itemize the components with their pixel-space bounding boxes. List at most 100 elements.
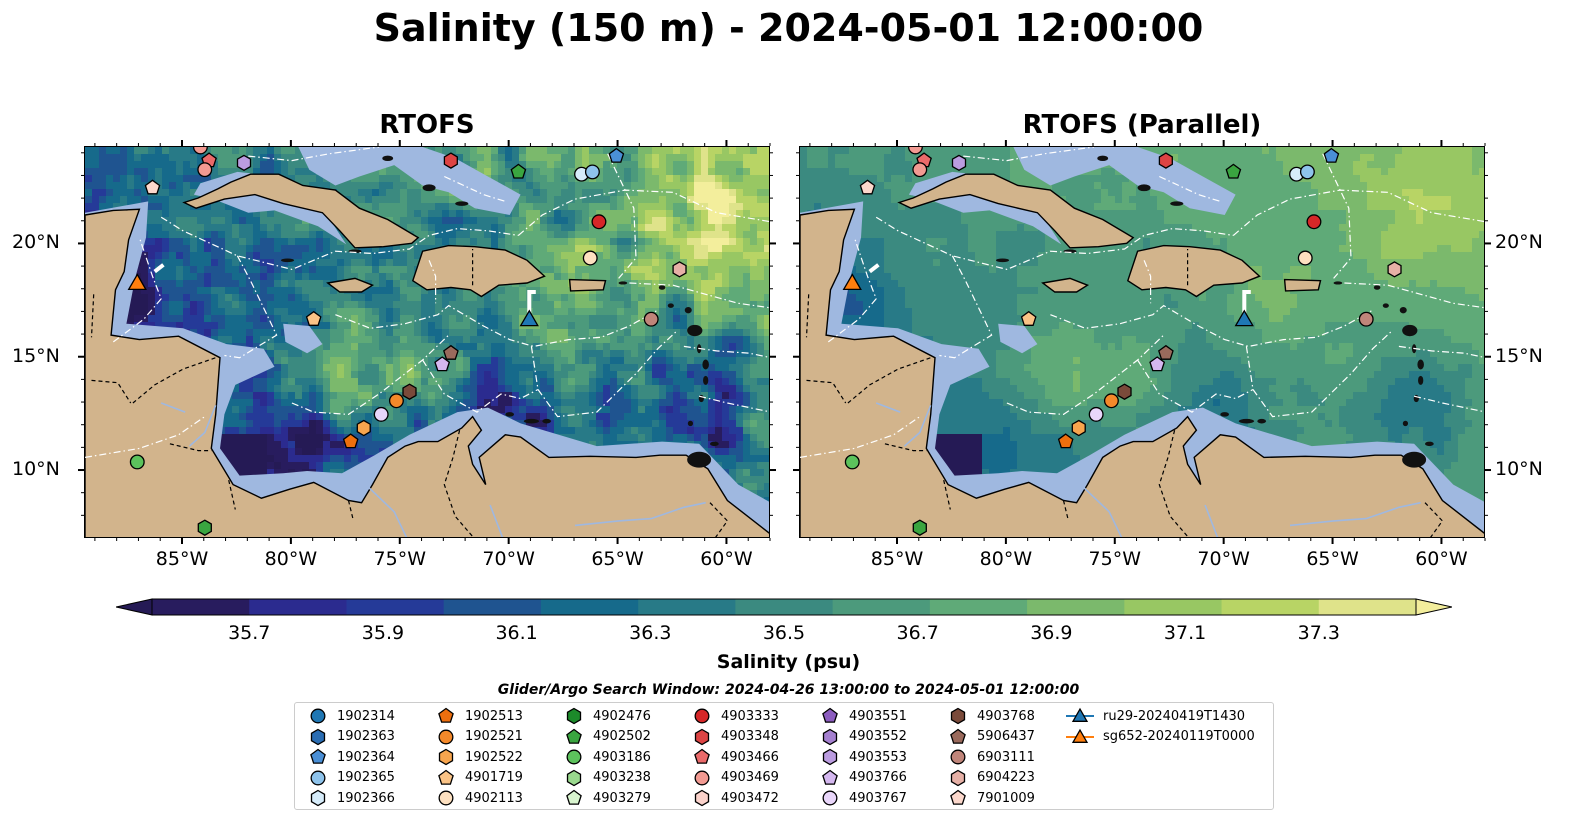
glider-marker[interactable] [842,273,862,291]
float-legend-marker[interactable] [438,707,454,723]
argo-float-marker[interactable] [1158,152,1173,169]
argo-float-marker[interactable] [1117,383,1132,400]
river [367,486,408,537]
float-legend-marker[interactable] [694,770,710,785]
float-legend-marker[interactable] [694,728,710,745]
float-legend-marker[interactable] [822,790,838,806]
argo-float-marker[interactable] [1057,433,1074,449]
float-legend-marker[interactable] [822,707,838,723]
argo-float-marker[interactable] [907,147,923,155]
argo-float-marker[interactable] [129,454,145,470]
colorbar-tick-label: 36.3 [629,622,672,644]
float-legend-marker[interactable] [310,789,326,807]
float-legend-marker[interactable] [438,769,454,785]
legend-label: 1902364 [337,749,395,765]
argo-float-marker[interactable] [1299,164,1315,180]
argo-float-marker[interactable] [591,214,607,230]
float-legend-marker[interactable] [566,707,582,725]
float-legend-marker[interactable] [694,789,710,807]
argo-float-marker[interactable] [1225,163,1242,179]
argo-float-marker[interactable] [197,519,212,536]
lat-tick-label: 20°N [12,231,60,254]
argo-float-marker[interactable] [584,164,600,180]
argo-float-marker[interactable] [434,356,451,372]
argo-float-marker[interactable] [388,393,404,409]
float-legend-marker[interactable] [694,708,710,724]
glider-marker[interactable] [1234,309,1254,327]
argo-float-marker[interactable] [1020,310,1037,326]
glider-legend-marker[interactable] [1071,707,1089,722]
argo-float-marker[interactable] [510,163,527,179]
float-legend-marker[interactable] [566,749,582,765]
float-legend-marker[interactable] [950,728,966,744]
eez-boundary [1006,334,1165,416]
colorbar-segment [638,599,736,615]
panel-title-parallel: RTOFS (Parallel) [1022,110,1262,140]
legend-item: 4903767 [819,788,907,808]
argo-float-marker[interactable] [1149,356,1166,372]
float-legend-marker[interactable] [566,728,582,744]
float-legend-marker[interactable] [694,748,710,764]
argo-float-marker[interactable] [342,433,359,449]
float-legend-marker[interactable] [310,748,326,764]
argo-float-marker[interactable] [1158,344,1174,360]
argo-float-marker[interactable] [305,310,322,326]
argo-float-marker[interactable] [1358,311,1374,327]
argo-float-marker[interactable] [356,419,371,437]
argo-float-marker[interactable] [951,154,967,172]
float-legend-marker[interactable] [950,707,966,725]
float-legend-marker[interactable] [438,748,454,766]
island [1333,281,1343,285]
legend-label: 4903768 [977,708,1035,724]
float-legend-marker[interactable] [310,708,326,724]
island [382,155,394,162]
float-legend-marker[interactable] [950,769,966,786]
argo-float-marker[interactable] [197,162,213,178]
argo-float-marker[interactable] [373,406,389,422]
argo-float-marker[interactable] [402,383,417,400]
float-legend-marker[interactable] [566,789,582,805]
argo-float-marker[interactable] [1387,261,1402,278]
salinity-map-parallel[interactable] [799,146,1485,538]
float-legend-marker[interactable] [566,769,582,786]
argo-float-marker[interactable] [643,311,659,327]
float-legend-marker[interactable] [310,728,326,745]
argo-float-marker[interactable] [443,344,459,360]
country-border [443,430,474,537]
argo-float-marker[interactable] [1103,393,1119,409]
float-legend-marker[interactable] [950,749,966,765]
argo-float-marker[interactable] [144,179,161,195]
argo-float-marker[interactable] [912,519,927,536]
argo-float-marker[interactable] [443,152,458,169]
argo-float-marker[interactable] [1071,419,1086,437]
argo-float-marker[interactable] [1297,250,1313,266]
eez-boundary [683,345,769,358]
float-legend-marker[interactable] [310,770,326,785]
float-legend-marker[interactable] [822,748,838,766]
salinity-map-rtofs[interactable] [84,146,770,538]
float-legend-marker[interactable] [950,789,966,805]
glider-marker[interactable] [519,309,539,327]
argo-float-marker[interactable] [1323,147,1340,163]
argo-float-marker[interactable] [844,454,860,470]
glider-legend-marker[interactable] [1071,728,1089,743]
glider-marker[interactable] [127,273,147,291]
argo-float-marker[interactable] [1088,406,1104,422]
legend-item: 4903766 [819,768,907,788]
argo-float-marker[interactable] [608,147,625,163]
float-legend-marker[interactable] [438,790,454,806]
argo-float-marker[interactable] [859,179,876,195]
float-legend-icon [822,707,838,723]
island [1417,359,1424,370]
argo-float-marker[interactable] [192,147,208,155]
argo-float-marker[interactable] [672,261,687,278]
argo-float-marker[interactable] [582,250,598,266]
argo-float-marker[interactable] [236,154,252,172]
float-legend-marker[interactable] [438,729,454,744]
float-legend-marker[interactable] [822,728,838,745]
argo-float-marker[interactable] [912,162,928,178]
float-legend-marker[interactable] [822,769,838,785]
legend-label: 4902502 [593,729,651,744]
argo-float-marker[interactable] [1306,214,1322,230]
legend-label: 4903238 [593,770,651,785]
